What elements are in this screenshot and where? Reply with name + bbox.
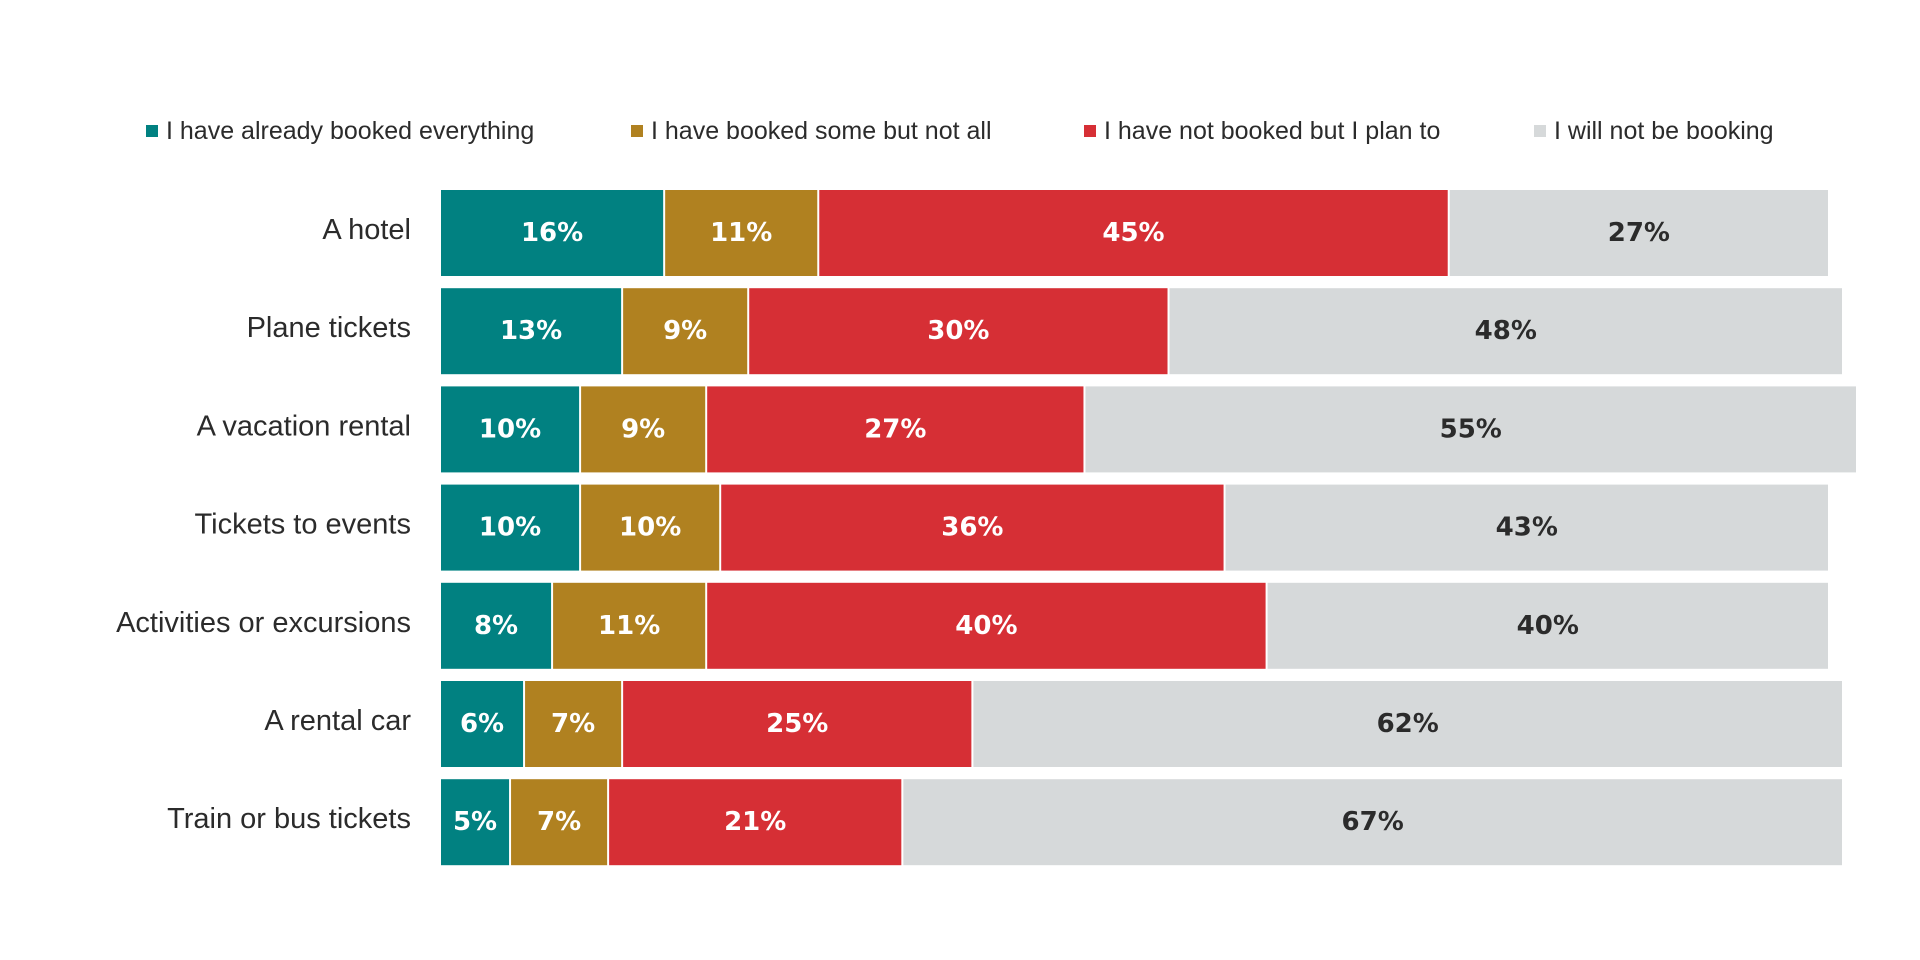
data-label-0-0: 16% (521, 218, 583, 248)
data-label-1-0: 13% (500, 316, 562, 346)
category-label-0: A hotel (322, 214, 411, 246)
bar-segment-2-0 (441, 386, 580, 473)
category-label-1: Plane tickets (247, 312, 411, 344)
legend-swatch-3 (1534, 125, 1546, 137)
data-label-2-0: 10% (479, 414, 541, 444)
data-label-4-0: 8% (474, 611, 518, 641)
data-label-1-1: 9% (663, 316, 707, 346)
bar-segment-1-0 (441, 288, 622, 375)
bar-segment-5-2 (623, 681, 972, 767)
data-label-3-3: 43% (1496, 513, 1558, 543)
data-label-5-2: 25% (766, 709, 828, 739)
bar-segment-3-2 (721, 484, 1224, 571)
bar-segment-2-3 (1085, 386, 1857, 473)
legend-swatch-0 (146, 125, 158, 137)
bar-segment-4-1 (553, 582, 706, 669)
category-label-3: Tickets to events (194, 509, 411, 541)
bar-segment-3-0 (441, 484, 580, 571)
legend-label-1: I have booked some but not all (651, 117, 992, 145)
bar-row-1: 13% 9% 30% 48% (441, 288, 1842, 375)
bar-area: 16% 11% 45% 27%13% 9% 30% 48%10% 9% 27% 55%10% 10%… (441, 190, 1857, 866)
chart-legend: I have already booked everything I have b… (146, 117, 1774, 145)
category-label-2: A vacation rental (197, 410, 411, 442)
legend-label-0: I have already booked everything (166, 117, 534, 145)
bar-segment-2-1 (581, 386, 706, 473)
data-label-4-1: 11% (598, 611, 660, 641)
category-axis-labels: A hotel Plane tickets A vacation rental Tic… (116, 214, 411, 835)
bar-segment-6-0 (441, 779, 510, 866)
category-label-6: Train or bus tickets (167, 803, 411, 835)
bar-row-0: 16% 11% 45% 27% (441, 190, 1828, 276)
bar-row-5: 6% 7% 25% 62% (441, 681, 1842, 767)
data-label-4-2: 40% (955, 611, 1017, 641)
legend-label-3: I will not be booking (1554, 117, 1774, 145)
data-label-0-3: 27% (1608, 218, 1670, 248)
data-label-3-0: 10% (479, 513, 541, 543)
bar-segment-4-3 (1267, 582, 1828, 669)
bar-segment-6-1 (511, 779, 608, 866)
data-label-3-1: 10% (619, 513, 681, 543)
bar-segment-1-2 (749, 288, 1168, 375)
data-label-6-1: 7% (537, 807, 581, 837)
data-label-6-2: 21% (724, 807, 786, 837)
legend-swatch-1 (631, 125, 643, 137)
data-label-5-0: 6% (460, 709, 504, 739)
bar-segment-2-2 (707, 386, 1084, 473)
bar-row-3: 10% 10% 36% 43% (441, 484, 1828, 571)
bar-segment-4-0 (441, 582, 552, 669)
data-label-4-3: 40% (1517, 611, 1579, 641)
bar-segment-5-0 (441, 681, 524, 767)
bar-segment-4-2 (707, 582, 1266, 669)
bar-segment-0-1 (665, 190, 818, 276)
legend-label-2: I have not booked but I plan to (1104, 117, 1440, 145)
bar-row-4: 8% 11% 40% 40% (441, 582, 1828, 669)
data-label-0-1: 11% (710, 218, 772, 248)
bar-segment-6-3 (903, 779, 1842, 866)
data-label-6-3: 67% (1342, 807, 1404, 837)
bar-segment-6-2 (609, 779, 902, 866)
data-label-2-1: 9% (621, 414, 665, 444)
legend-swatch-2 (1084, 125, 1096, 137)
data-label-5-3: 62% (1377, 709, 1439, 739)
bar-segment-5-3 (973, 681, 1842, 767)
bar-segment-1-3 (1169, 288, 1842, 375)
bar-row-2: 10% 9% 27% 55% (441, 386, 1857, 473)
data-label-5-1: 7% (551, 709, 595, 739)
bar-segment-0-3 (1449, 190, 1828, 276)
bar-segment-3-1 (581, 484, 720, 571)
category-label-4: Activities or excursions (116, 607, 411, 639)
bar-segment-3-3 (1225, 484, 1828, 571)
bar-row-6: 5% 7% 21% 67% (441, 779, 1842, 866)
data-label-2-2: 27% (864, 414, 926, 444)
data-label-0-2: 45% (1102, 218, 1164, 248)
data-label-6-0: 5% (453, 807, 497, 837)
data-label-3-2: 36% (941, 513, 1003, 543)
bar-segment-0-2 (819, 190, 1448, 276)
data-label-1-3: 48% (1475, 316, 1537, 346)
bar-segment-0-0 (441, 190, 664, 276)
data-label-1-2: 30% (927, 316, 989, 346)
bar-segment-1-1 (623, 288, 748, 375)
data-label-2-3: 55% (1440, 414, 1502, 444)
category-label-5: A rental car (264, 705, 411, 737)
bar-segment-5-1 (525, 681, 622, 767)
